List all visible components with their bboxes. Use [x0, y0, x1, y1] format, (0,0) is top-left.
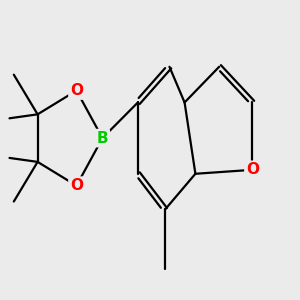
- Text: O: O: [70, 83, 83, 98]
- Text: B: B: [97, 130, 108, 146]
- Text: O: O: [70, 178, 83, 193]
- Text: O: O: [246, 162, 259, 177]
